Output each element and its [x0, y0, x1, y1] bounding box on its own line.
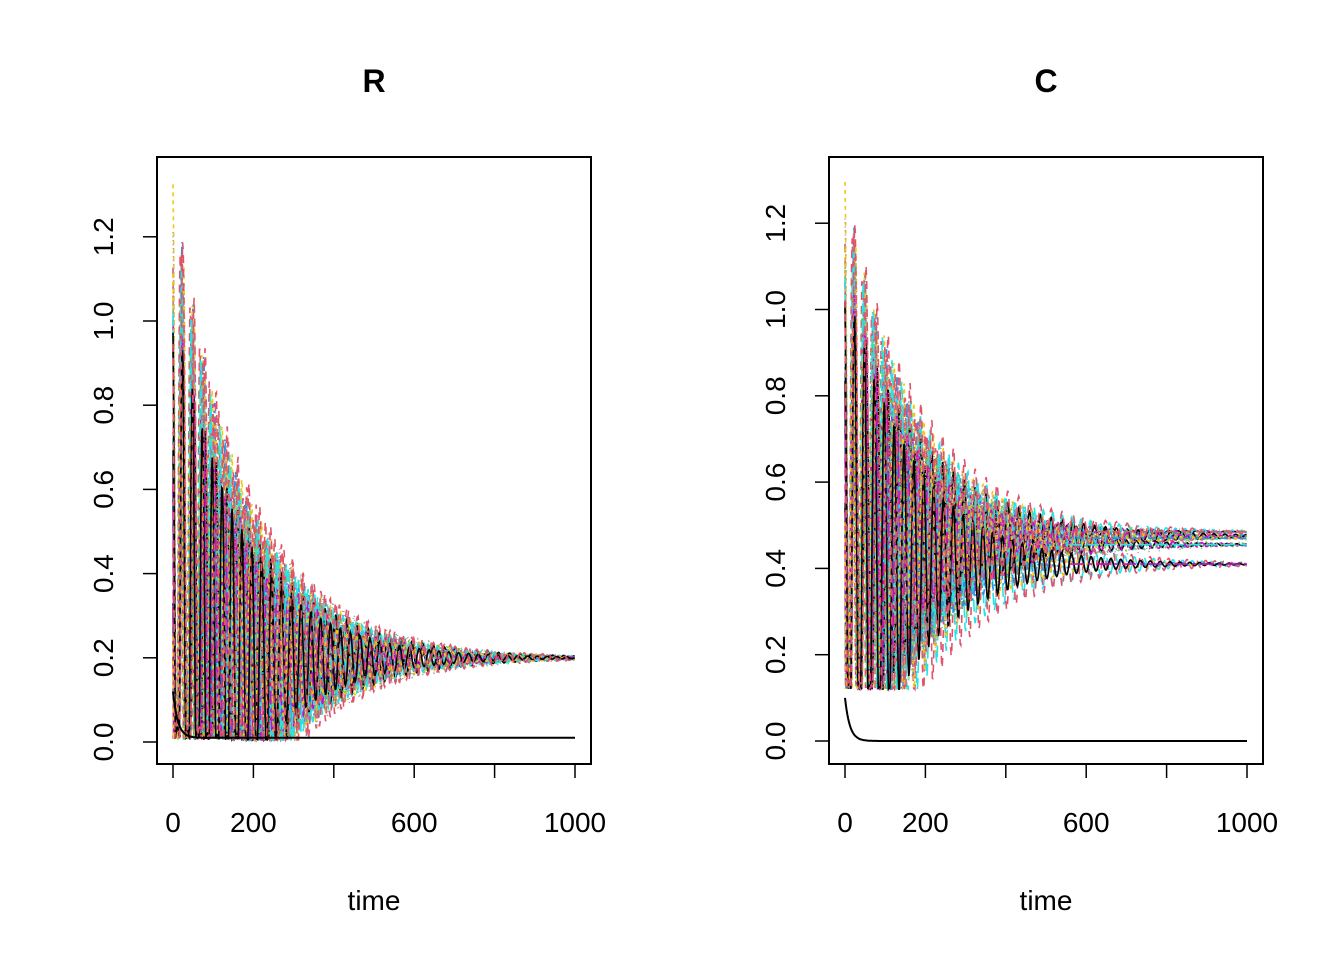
panel-r-x-label: time	[348, 885, 401, 916]
panel-r-series-group	[172, 184, 576, 743]
y-tick-label: 0.6	[88, 470, 119, 509]
series-line	[844, 267, 1247, 692]
panel-r-x-axis: 0 200 600 1000	[165, 763, 606, 838]
collapse-series-line	[172, 691, 575, 739]
series-line	[172, 254, 576, 742]
x-tick-label: 600	[391, 807, 438, 838]
panel-c-x-label: time	[1020, 885, 1073, 916]
panel-r: R 0.0 0.2 0.4 0.6 0.8 1.0 1.2 0 200 600 1000 time	[88, 63, 606, 916]
y-tick-label: 0.0	[760, 722, 791, 761]
panel-r-y-axis: 0.0 0.2 0.4 0.6 0.8 1.0 1.2	[88, 217, 158, 762]
y-tick-label: 0.6	[760, 463, 791, 502]
x-tick-label: 200	[902, 807, 949, 838]
x-tick-label: 200	[230, 807, 277, 838]
x-tick-label: 0	[165, 807, 181, 838]
x-tick-label: 0	[837, 807, 853, 838]
series-line	[172, 242, 575, 743]
series-line	[844, 234, 1248, 692]
series-line	[844, 310, 1247, 691]
y-tick-label: 1.2	[760, 204, 791, 243]
x-tick-label: 1000	[544, 807, 606, 838]
panel-c-y-axis: 0.0 0.2 0.4 0.6 0.8 1.0 1.2	[760, 204, 830, 761]
y-tick-label: 1.0	[760, 290, 791, 329]
panel-c: C 0.0 0.2 0.4 0.6 0.8 1.0 1.2 0 200 600 1000 time	[760, 63, 1278, 916]
series-line	[172, 232, 576, 743]
y-tick-label: 0.4	[760, 549, 791, 588]
y-tick-label: 1.2	[88, 217, 119, 256]
x-tick-label: 1000	[1216, 807, 1278, 838]
panel-r-title: R	[362, 63, 385, 99]
y-tick-label: 1.0	[88, 302, 119, 341]
series-line	[172, 382, 575, 743]
y-tick-label: 0.8	[88, 386, 119, 425]
panel-c-series-group	[844, 181, 1248, 742]
y-tick-label: 0.8	[760, 376, 791, 415]
series-line	[844, 224, 1247, 692]
panel-c-title: C	[1034, 63, 1057, 99]
x-tick-label: 600	[1063, 807, 1110, 838]
y-tick-label: 0.0	[88, 723, 119, 762]
y-tick-label: 0.2	[760, 635, 791, 674]
y-tick-label: 0.2	[88, 638, 119, 677]
collapse-series-line	[844, 697, 1247, 742]
y-tick-label: 0.4	[88, 554, 119, 593]
series-line	[844, 301, 1247, 692]
panel-c-x-axis: 0 200 600 1000	[837, 763, 1278, 838]
